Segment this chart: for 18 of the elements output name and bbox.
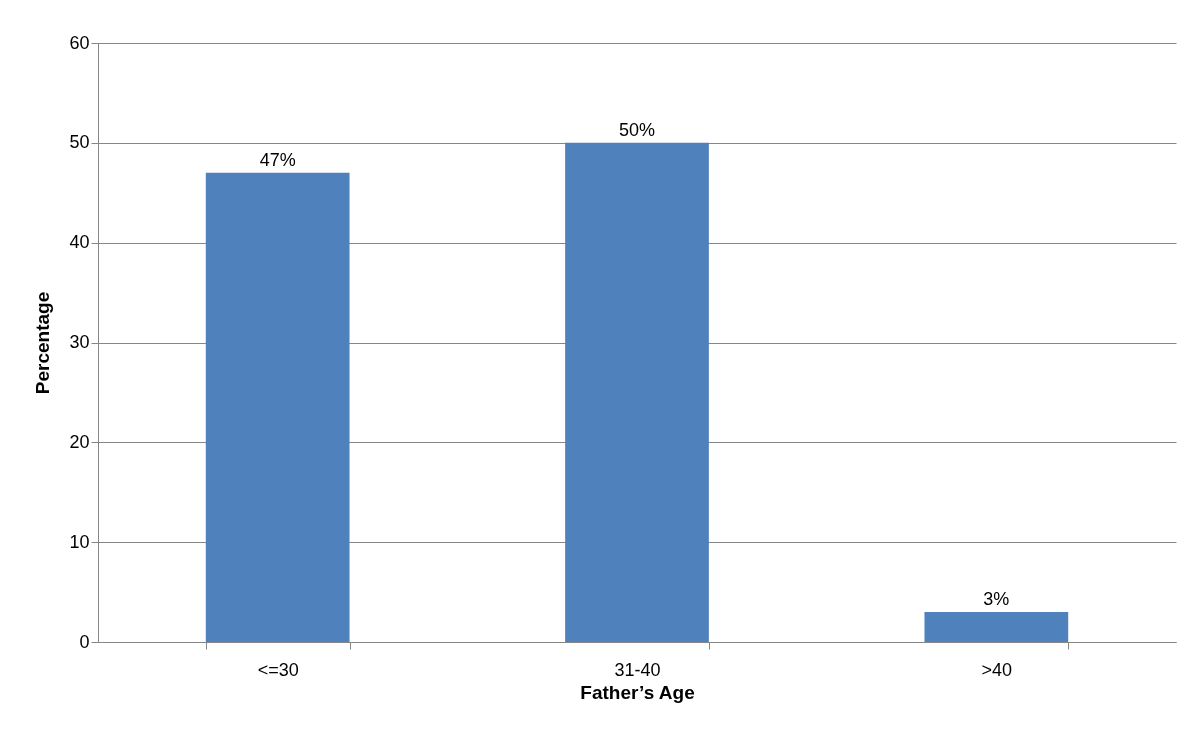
y-tick-label: 50 xyxy=(69,132,90,153)
y-tick-label: 60 xyxy=(69,32,90,53)
data-label: 50% xyxy=(618,119,656,140)
x-tick-label: 31-40 xyxy=(614,659,661,680)
x-tick-label: <=30 xyxy=(257,659,299,680)
bar xyxy=(565,142,709,642)
y-tick-label: 20 xyxy=(69,431,90,452)
x-axis-title: Father’s Age xyxy=(580,681,695,703)
y-tick-label: 0 xyxy=(79,631,90,652)
bar xyxy=(205,172,350,642)
y-tick-label: 10 xyxy=(69,531,90,552)
data-label: 47% xyxy=(259,149,296,170)
y-axis-title: Percentage xyxy=(32,291,54,395)
x-tick-label: >40 xyxy=(981,659,1013,680)
data-label: 3% xyxy=(983,589,1010,610)
y-tick-label: 30 xyxy=(69,332,90,352)
bar xyxy=(924,612,1069,642)
y-tick-label: 40 xyxy=(69,232,90,253)
